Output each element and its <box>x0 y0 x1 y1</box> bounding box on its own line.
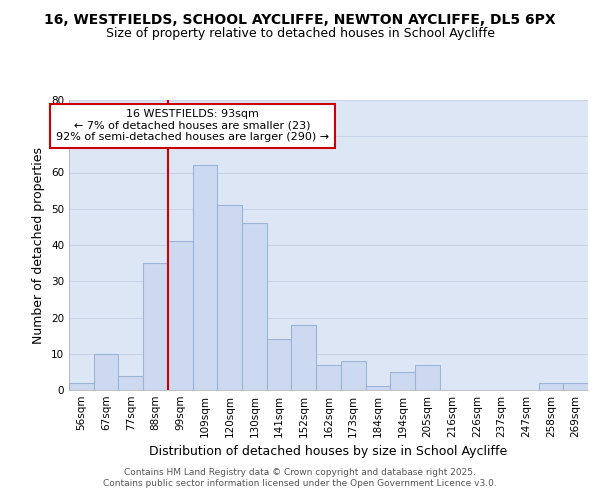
Bar <box>292 325 316 390</box>
Bar <box>217 205 242 390</box>
Bar <box>316 364 341 390</box>
X-axis label: Distribution of detached houses by size in School Aycliffe: Distribution of detached houses by size … <box>149 446 508 458</box>
Bar <box>242 223 267 390</box>
Bar <box>143 263 168 390</box>
Bar <box>563 383 588 390</box>
Bar <box>69 383 94 390</box>
Bar <box>267 339 292 390</box>
Bar <box>193 165 217 390</box>
Bar <box>539 383 563 390</box>
Text: 16 WESTFIELDS: 93sqm
← 7% of detached houses are smaller (23)
92% of semi-detach: 16 WESTFIELDS: 93sqm ← 7% of detached ho… <box>56 109 329 142</box>
Text: Size of property relative to detached houses in School Aycliffe: Size of property relative to detached ho… <box>106 28 494 40</box>
Bar <box>118 376 143 390</box>
Text: 16, WESTFIELDS, SCHOOL AYCLIFFE, NEWTON AYCLIFFE, DL5 6PX: 16, WESTFIELDS, SCHOOL AYCLIFFE, NEWTON … <box>44 12 556 26</box>
Bar <box>365 386 390 390</box>
Y-axis label: Number of detached properties: Number of detached properties <box>32 146 46 344</box>
Bar <box>415 364 440 390</box>
Bar <box>168 242 193 390</box>
Text: Contains HM Land Registry data © Crown copyright and database right 2025.
Contai: Contains HM Land Registry data © Crown c… <box>103 468 497 487</box>
Bar <box>390 372 415 390</box>
Bar <box>94 354 118 390</box>
Bar <box>341 361 365 390</box>
